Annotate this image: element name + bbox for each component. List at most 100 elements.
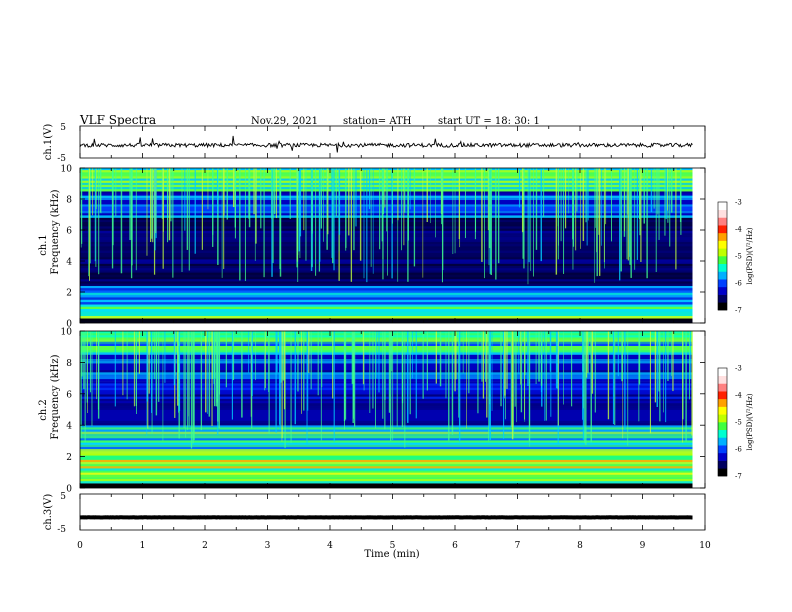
ch2-spec-stripe: [80, 416, 693, 419]
ch2-spec-stripe: [80, 376, 693, 380]
ch2-spec-stripe: [80, 383, 693, 386]
ch2-colorbar-tick: -4: [735, 392, 742, 400]
ch1-spec-stripe: [80, 309, 693, 312]
x-tick-label: 8: [577, 541, 583, 551]
x-tick-label: 6: [452, 541, 458, 551]
ch3-waveform-ylabel: ch.3(V): [43, 494, 54, 531]
ch2-spec-stripe: [80, 425, 693, 428]
ch1-spec-stripe: [80, 316, 693, 319]
ch1-spec-ylabel-main: Frequency (kHz): [50, 189, 61, 274]
ch2-spec-stripe: [80, 345, 693, 349]
ch2-spec-stripe: [80, 403, 693, 406]
ch2-spec-stripe: [80, 420, 693, 424]
ch1-spec-stripe: [80, 268, 693, 271]
ch2-spec-stripe: [80, 385, 693, 389]
ch2-spec-stripe: [80, 455, 693, 458]
ch2-spec-stripe: [80, 379, 693, 382]
ch2-spec-stripe: [80, 405, 693, 408]
ch2-spec-stripe: [80, 446, 693, 450]
ch1-spec-stripe: [80, 285, 693, 289]
ch2-spec-stripe: [80, 427, 693, 430]
ch1-spec-stripe: [80, 230, 693, 234]
ch1-spec-stripe: [80, 250, 693, 253]
figure-title: VLF Spectra: [79, 113, 156, 127]
x-tick-label: 0: [77, 541, 83, 551]
ch2-spec-stripe: [80, 337, 693, 340]
x-tick-label: 5: [390, 541, 396, 551]
ch1-spec-ytick-label: 8: [66, 196, 72, 206]
ch1-colorbar-cell: [718, 202, 727, 211]
ch3-waveform-panel: 5 -5 ch.3(V): [43, 492, 706, 535]
ch2-spec-stripe: [80, 483, 693, 486]
ch1-spec-stripe: [80, 313, 693, 317]
ch1-spec-stripe: [80, 311, 693, 314]
ch2-spec-stripe: [80, 457, 693, 461]
ch2-spec-stripe: [80, 333, 693, 336]
ch1-spec-stripe: [80, 272, 693, 275]
ch2-spec-stripe: [80, 423, 693, 426]
ch2-colorbar-tick: -7: [735, 473, 742, 481]
ch2-spec-ytick-label: 8: [66, 359, 72, 369]
ch2-colorbar-cell: [718, 368, 727, 377]
ch2-spec-stripe: [80, 392, 693, 395]
ch2-colorbar-cell: [718, 468, 727, 477]
ch1-spec-stripe: [80, 248, 693, 251]
ch2-spec-ytick-label: 0: [66, 485, 72, 495]
ch1-colorbar-tick: -3: [735, 199, 742, 207]
ch2-colorbar-cell: [718, 398, 727, 407]
x-axis-label: Time (min): [364, 549, 419, 560]
ch2-spec-stripe: [80, 438, 693, 441]
ch2-spec-stripe: [80, 464, 693, 467]
ch1-colorbar-tick: -7: [735, 307, 742, 315]
ch1-spec-stripe: [80, 297, 693, 300]
ch2-colorbar-cell: [718, 445, 727, 454]
ch1-spec-stripe: [80, 235, 693, 238]
ch2-spec-stripe: [80, 341, 693, 345]
ch2-spec-stripe: [80, 352, 693, 355]
ch2-colorbar-frame: [717, 367, 728, 477]
ch1-spec-ytick-label: 6: [66, 227, 72, 237]
ch2-spec-stripe: [80, 350, 693, 353]
ch2-spec-stripe: [80, 444, 693, 448]
ch1-spec-stripe: [80, 255, 693, 258]
ch2-spec-stripe: [80, 354, 693, 357]
ch2-spec-stripe: [80, 339, 693, 342]
ch1-spec-stripe: [80, 257, 693, 260]
ch1-colorbar-frame: [717, 201, 728, 311]
ch1-colorbar-cell: [718, 271, 727, 280]
ch1-spec-stripe: [80, 274, 693, 278]
ch2-colorbar-cell: [718, 437, 727, 446]
ch2-spec-stripe: [80, 429, 693, 432]
ch2-colorbar-cell: [718, 406, 727, 415]
ch1-colorbar: -3 -4 -5 -6 -7 log(PSD)(V²/Hz): [717, 199, 754, 315]
ch1-spec-stripe: [80, 295, 693, 298]
ch2-spec-stripe: [80, 442, 693, 445]
ch2-spec-ytick-label: 10: [61, 328, 73, 338]
ch1-spec-stripe: [80, 246, 693, 249]
ch1-spec-ytick-label: 0: [66, 320, 72, 330]
ch1-spec-stripe: [80, 299, 693, 303]
ch1-spec-stripe: [80, 244, 693, 247]
ch1-colorbar-cell: [718, 302, 727, 311]
ch2-spec-stripe: [80, 407, 693, 411]
ch2-spectrogram-panel: 0 2 4 6 8 10 ch.2 Frequency (kHz): [38, 328, 706, 495]
x-tick-label: 9: [640, 541, 646, 551]
ch2-colorbar-cell: [718, 375, 727, 384]
ch2-spec-stripe: [80, 358, 693, 362]
ch2-spec-ytick-label: 4: [66, 422, 72, 432]
ch2-colorbar-cell: [718, 383, 727, 392]
ch2-spec-stripe: [80, 372, 693, 375]
ch2-colorbar-tick: -6: [735, 446, 742, 454]
ch2-spec-stripe: [80, 401, 693, 404]
ch3-ytick-top: 5: [60, 492, 66, 502]
ch2-spec-ytick-label: 2: [66, 453, 72, 463]
ch1-spec-stripe: [80, 233, 693, 236]
station-label: station= ATH: [343, 116, 412, 127]
ch2-spec-stripe: [80, 470, 693, 473]
ch2-colorbar-cell: [718, 460, 727, 469]
ch1-colorbar-cell: [718, 248, 727, 257]
x-tick-label: 4: [327, 541, 333, 551]
ch1-spec-ytick-label: 10: [61, 165, 73, 175]
ch3-ytick-bottom: -5: [57, 525, 66, 535]
